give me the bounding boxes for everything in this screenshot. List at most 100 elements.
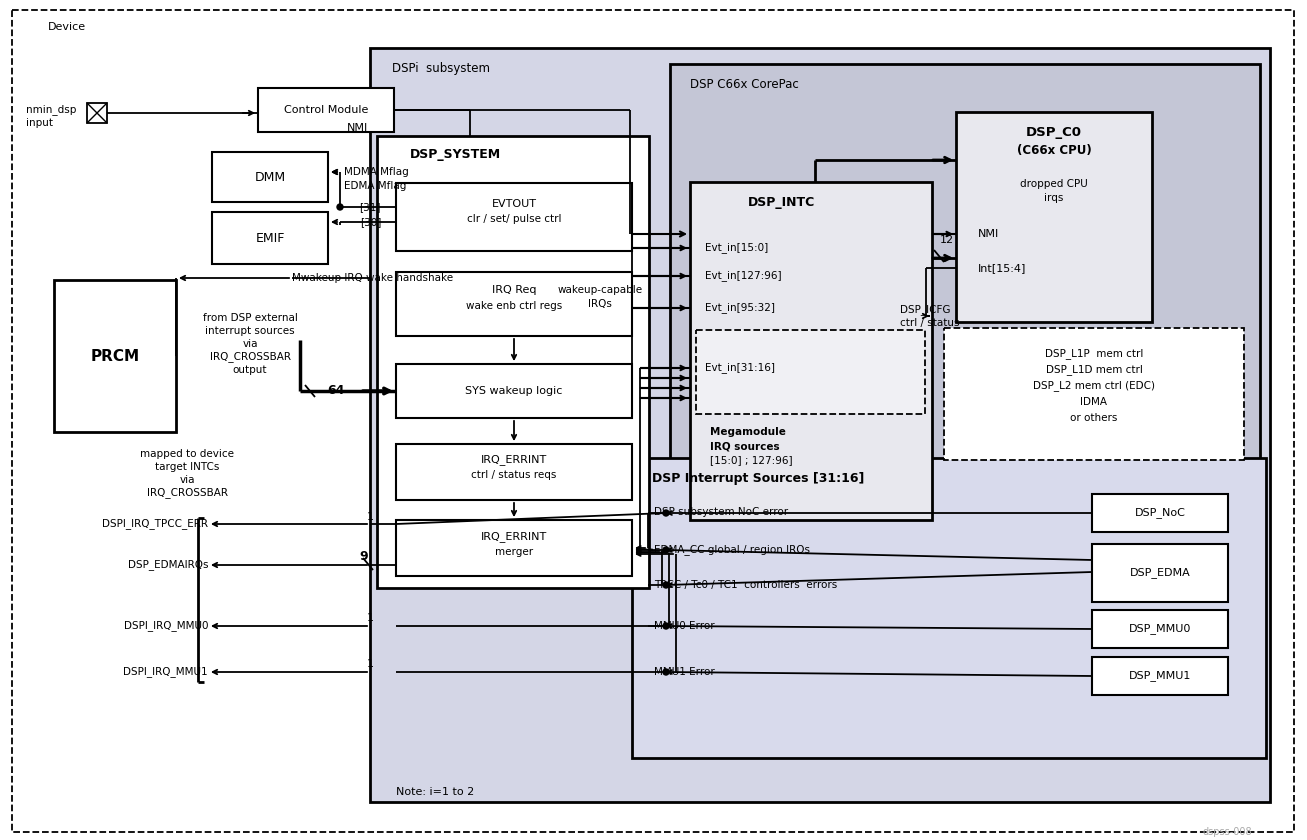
Text: NMI: NMI <box>346 123 369 133</box>
Text: Megamodule: Megamodule <box>710 427 786 437</box>
Bar <box>633 458 1266 758</box>
Text: target INTCs: target INTCs <box>154 462 220 472</box>
Text: DSPi  subsystem: DSPi subsystem <box>392 62 490 75</box>
Text: ctrl / status: ctrl / status <box>901 318 959 328</box>
Bar <box>670 64 1260 582</box>
Text: (C66x CPU): (C66x CPU) <box>1017 144 1091 157</box>
Text: Note: i=1 to 2: Note: i=1 to 2 <box>396 787 474 797</box>
Text: MDMA Mflag: MDMA Mflag <box>344 167 409 177</box>
Circle shape <box>663 582 669 588</box>
Text: via: via <box>179 475 195 485</box>
Text: [15:0] ; 127:96]: [15:0] ; 127:96] <box>710 455 792 465</box>
Bar <box>376 136 650 588</box>
Text: MMU1 Error: MMU1 Error <box>654 667 715 677</box>
Text: DSP C66x CorePac: DSP C66x CorePac <box>690 78 799 91</box>
Text: EVTOUT: EVTOUT <box>491 199 536 209</box>
Text: DSPI_IRQ_MMU0: DSPI_IRQ_MMU0 <box>123 621 208 632</box>
Text: from DSP external: from DSP external <box>203 313 298 323</box>
Text: DSP Interrupt Sources [31:16]: DSP Interrupt Sources [31:16] <box>652 472 864 485</box>
Bar <box>257 88 393 132</box>
Text: Evt_in[31:16]: Evt_in[31:16] <box>704 363 775 374</box>
Text: clr / set/ pulse ctrl: clr / set/ pulse ctrl <box>467 214 561 224</box>
Text: merger: merger <box>495 547 533 557</box>
Text: Control Module: Control Module <box>284 105 369 115</box>
Text: Mwakeup IRQ wake handshake: Mwakeup IRQ wake handshake <box>291 273 454 283</box>
Bar <box>212 212 328 264</box>
Text: Evt_in[95:32]: Evt_in[95:32] <box>704 302 775 313</box>
Circle shape <box>663 547 669 553</box>
Text: or others: or others <box>1070 413 1117 423</box>
Text: Int[15:4]: Int[15:4] <box>978 263 1026 273</box>
Bar <box>88 103 107 123</box>
Text: DMM: DMM <box>255 171 285 183</box>
Text: DSPI_IRQ_TPCC_ERR: DSPI_IRQ_TPCC_ERR <box>102 518 208 529</box>
Text: Evt_in[15:0]: Evt_in[15:0] <box>704 243 769 254</box>
Text: 12: 12 <box>940 235 954 245</box>
Circle shape <box>663 623 669 629</box>
Text: SYS wakeup logic: SYS wakeup logic <box>465 386 563 396</box>
Bar <box>955 112 1151 322</box>
Text: mapped to device: mapped to device <box>140 449 234 459</box>
Text: DSP_ICFG: DSP_ICFG <box>901 305 950 316</box>
Bar <box>690 182 932 520</box>
Text: IRQ_ERRINT: IRQ_ERRINT <box>481 454 548 465</box>
Text: DSP_MMU0: DSP_MMU0 <box>1129 623 1191 634</box>
Text: DSPI_IRQ_MMU1: DSPI_IRQ_MMU1 <box>123 667 208 677</box>
Text: DSP_L1P  mem ctrl: DSP_L1P mem ctrl <box>1044 349 1144 360</box>
Bar <box>396 183 633 251</box>
Text: IRQ_ERRINT: IRQ_ERRINT <box>481 532 548 543</box>
Text: IRQs: IRQs <box>588 299 612 309</box>
Text: TPCC / Tc0 / TC1  controllers  errors: TPCC / Tc0 / TC1 controllers errors <box>654 580 838 590</box>
Bar <box>1093 544 1229 602</box>
Text: DSP_L2 mem ctrl (EDC): DSP_L2 mem ctrl (EDC) <box>1033 381 1155 391</box>
Text: IRQ Req: IRQ Req <box>491 285 536 295</box>
Text: EDMA_CC global / region IRQs: EDMA_CC global / region IRQs <box>654 544 810 555</box>
Text: ctrl / status reqs: ctrl / status reqs <box>472 470 557 480</box>
Text: DSP_EDMAIRQs: DSP_EDMAIRQs <box>128 559 208 570</box>
Text: Evt_in[127:96]: Evt_in[127:96] <box>704 270 782 281</box>
Text: [31]: [31] <box>359 202 382 212</box>
Text: 1: 1 <box>367 659 374 669</box>
Text: output: output <box>233 365 267 375</box>
Text: [30]: [30] <box>359 217 382 227</box>
Bar <box>944 328 1244 460</box>
Bar <box>370 48 1270 802</box>
Circle shape <box>337 204 342 210</box>
Bar <box>396 364 633 418</box>
Text: 1: 1 <box>367 613 374 623</box>
Text: DSP_EDMA: DSP_EDMA <box>1129 568 1191 579</box>
Bar <box>1093 494 1229 532</box>
Text: DSP_MMU1: DSP_MMU1 <box>1129 670 1191 681</box>
Text: dropped CPU: dropped CPU <box>1021 179 1087 189</box>
Bar <box>1093 610 1229 648</box>
Text: DSP_C0: DSP_C0 <box>1026 126 1082 139</box>
Bar <box>396 444 633 500</box>
Bar <box>396 520 633 576</box>
Bar <box>212 152 328 202</box>
Text: IRQ sources: IRQ sources <box>710 441 779 451</box>
Text: dspss-008: dspss-008 <box>1202 827 1252 837</box>
Bar <box>697 330 925 414</box>
Text: wakeup-capable: wakeup-capable <box>558 285 643 295</box>
Text: 64: 64 <box>328 384 345 396</box>
Text: 1: 1 <box>367 512 374 522</box>
Text: nmin_dsp: nmin_dsp <box>26 104 76 115</box>
Text: wake enb ctrl regs: wake enb ctrl regs <box>465 301 562 311</box>
Bar <box>396 272 633 336</box>
Text: EMIF: EMIF <box>255 232 285 244</box>
Text: DSP subsystem NoC error: DSP subsystem NoC error <box>654 507 788 517</box>
Text: DSP_SYSTEM: DSP_SYSTEM <box>410 148 501 161</box>
Text: DSP_NoC: DSP_NoC <box>1134 507 1185 518</box>
Text: PRCM: PRCM <box>90 349 140 364</box>
Text: NMI: NMI <box>978 229 1000 239</box>
Text: input: input <box>26 118 54 128</box>
Circle shape <box>663 510 669 516</box>
Text: Device: Device <box>48 22 86 32</box>
Text: IRQ_CROSSBAR: IRQ_CROSSBAR <box>209 352 290 362</box>
Text: MMU0 Error: MMU0 Error <box>654 621 715 631</box>
Text: irqs: irqs <box>1044 193 1064 203</box>
Text: IRQ_CROSSBAR: IRQ_CROSSBAR <box>146 487 227 498</box>
Text: interrupt sources: interrupt sources <box>205 326 295 336</box>
Text: via: via <box>242 339 257 349</box>
Text: IDMA: IDMA <box>1081 397 1107 407</box>
